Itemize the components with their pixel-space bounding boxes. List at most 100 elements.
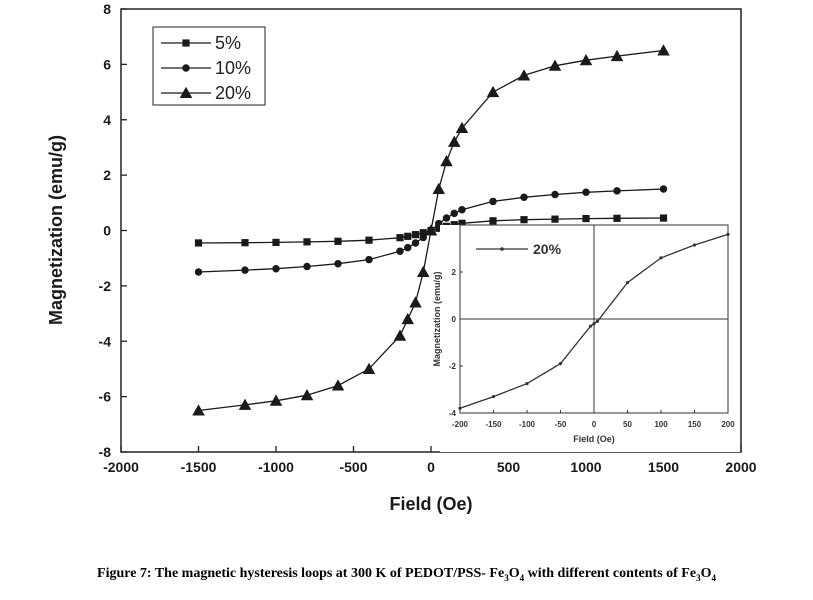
caption-middle: with different contents of Fe [524, 566, 697, 581]
inset-data-point [692, 243, 697, 247]
data-point [396, 247, 404, 256]
inset-x-tick-label: 200 [721, 420, 735, 429]
inset-data-point [558, 362, 563, 366]
x-tick-label: 2000 [725, 459, 756, 475]
data-point [458, 219, 466, 227]
data-point [272, 264, 280, 273]
data-point [432, 182, 445, 194]
x-tick-label: 0 [427, 459, 435, 475]
legend-marker [182, 39, 190, 47]
data-point [404, 243, 412, 252]
inset-y-tick-label: -4 [449, 409, 457, 418]
x-tick-label: -500 [339, 459, 367, 475]
data-point [365, 255, 373, 264]
main-ticks: -2000 -1500 -1000 -500 0 500 1000 1500 2000-8-6-… [99, 1, 757, 475]
y-tick-label: 8 [103, 1, 111, 17]
inset-data-point [525, 382, 529, 386]
data-point [396, 234, 404, 242]
inset-x-tick-label: 0 [592, 420, 597, 429]
y-tick-label: -4 [99, 333, 112, 349]
data-point [300, 388, 314, 401]
y-tick-label: -8 [99, 444, 112, 460]
data-point [238, 398, 252, 410]
inset-ticks: -200 -150 -100 -50 0 50 100 150 200 -4 -2 0 2 [449, 268, 735, 429]
data-point [659, 214, 668, 222]
inset-background [440, 225, 740, 452]
data-point [303, 238, 311, 246]
data-point [241, 239, 249, 247]
inset-data-point [659, 256, 663, 260]
data-point [458, 205, 466, 214]
data-point [548, 59, 562, 71]
x-axis-label: Field (Oe) [389, 494, 472, 514]
legend: 5% 10% 20% [152, 26, 266, 106]
data-point [450, 221, 458, 229]
data-point [419, 233, 427, 242]
caption-sub-4a: 4 [519, 572, 525, 583]
data-point [489, 217, 497, 225]
x-tick-label: 1500 [648, 459, 679, 475]
inset-legend-marker [500, 247, 504, 251]
data-point [362, 362, 376, 374]
data-point [192, 404, 205, 416]
inset-x-tick-label: -50 [555, 420, 567, 429]
data-point [582, 214, 590, 223]
data-point [442, 214, 451, 222]
data-point [610, 49, 624, 62]
data-point [411, 231, 420, 239]
inset-y-tick-label: 2 [452, 268, 457, 277]
inset-data-point [491, 394, 496, 399]
legend-label: 5% [215, 33, 241, 53]
data-point [194, 268, 203, 276]
inset-y-axis-label: Magnetization (emu/g) [432, 272, 442, 367]
data-point [517, 69, 531, 81]
inset-x-tick-label: -100 [519, 420, 536, 429]
y-tick-label: -2 [99, 278, 112, 294]
figure-caption: Figure 7: The magnetic hysteresis loops … [0, 566, 813, 583]
legend-label: 10% [215, 58, 251, 78]
x-tick-label: -1000 [258, 459, 294, 475]
x-tick-label: -2000 [103, 459, 139, 475]
data-point [659, 185, 668, 193]
data-point [241, 266, 249, 274]
data-point [411, 239, 420, 247]
data-point [393, 329, 407, 341]
data-point [272, 238, 280, 247]
y-tick-label: 6 [103, 56, 111, 72]
data-point [334, 259, 342, 268]
hysteresis-chart: -2000 -1500 -1000 -500 0 500 1000 1500 2000-8-6-… [46, 1, 757, 514]
x-tick-label: 1000 [570, 459, 601, 475]
inset-chart: -200 -150 -100 -50 0 50 100 150 200 -4 -2 0 2 20% Fi… [432, 224, 740, 452]
inset-x-tick-label: 150 [688, 420, 702, 429]
legend-marker [179, 86, 193, 98]
legend-label: 20% [215, 83, 251, 103]
data-point [365, 236, 373, 244]
data-point [435, 224, 443, 232]
inset-data-point [589, 324, 593, 328]
inset-y-tick-label: -2 [449, 362, 457, 371]
x-tick-label: -1500 [181, 459, 217, 475]
data-point [269, 394, 283, 406]
data-point [424, 224, 438, 236]
data-point [448, 135, 461, 147]
inset-data-point [595, 319, 599, 323]
inset-y-tick-label: 0 [452, 315, 457, 324]
data-point [551, 190, 559, 199]
caption-sub-3a: 3 [504, 572, 509, 583]
inset-x-tick-label: -200 [452, 420, 469, 429]
main-series [192, 44, 670, 416]
data-point [613, 187, 621, 195]
data-point [409, 296, 422, 308]
caption-prefix: Figure 7: The magnetic hysteresis loops … [97, 566, 505, 581]
inset-data-point [458, 406, 462, 410]
y-tick-label: 2 [103, 167, 111, 183]
inset-data-point [625, 280, 630, 285]
inset-data-point [592, 322, 596, 326]
caption-sub-4b: 4 [711, 572, 716, 583]
caption-o-a: O [508, 566, 520, 581]
caption-sub-3b: 3 [696, 572, 701, 583]
data-point [331, 379, 345, 391]
data-point [582, 188, 590, 197]
x-tick-label: 500 [497, 459, 521, 475]
y-axis-label: Magnetization (emu/g) [46, 135, 66, 325]
